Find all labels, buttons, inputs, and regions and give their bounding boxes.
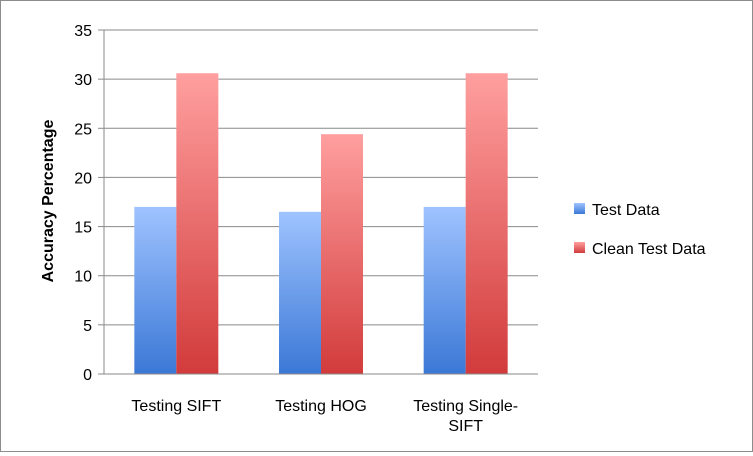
legend-label: Test Data — [592, 202, 660, 219]
y-tick-label: 20 — [74, 170, 92, 187]
bar-clean-test-data-3 — [465, 73, 508, 374]
x-category-label: Testing Single- — [413, 398, 518, 415]
y-tick-label: 0 — [83, 367, 92, 384]
bar-clean-test-data-1 — [176, 73, 219, 374]
bar-test-data-2 — [279, 211, 321, 374]
x-category-label: Testing HOG — [275, 398, 367, 415]
bars — [134, 73, 508, 374]
y-tick-label: 30 — [74, 72, 92, 89]
x-category-label: SIFT — [448, 418, 483, 435]
legend-swatch — [574, 242, 585, 253]
y-tick-label: 25 — [74, 121, 92, 138]
bar-test-data-3 — [423, 206, 466, 374]
legend-swatch — [574, 203, 585, 214]
y-axis-label: Accuracy Percentage — [40, 120, 57, 283]
bar-test-data-1 — [134, 206, 177, 374]
y-tick-label: 5 — [83, 318, 92, 335]
y-tick-label: 35 — [74, 23, 92, 40]
legend: Test Data Clean Test Data — [574, 202, 706, 258]
y-tick-label: 15 — [74, 220, 92, 237]
bar-clean-test-data-2 — [321, 134, 363, 374]
x-category-label: Testing SIFT — [131, 398, 221, 415]
y-tick-label: 10 — [74, 269, 92, 286]
axes: 0 5 10 15 20 25 30 35 Testing SIFT Testing HOG Tes… — [74, 23, 538, 435]
legend-label: Clean Test Data — [592, 241, 706, 258]
